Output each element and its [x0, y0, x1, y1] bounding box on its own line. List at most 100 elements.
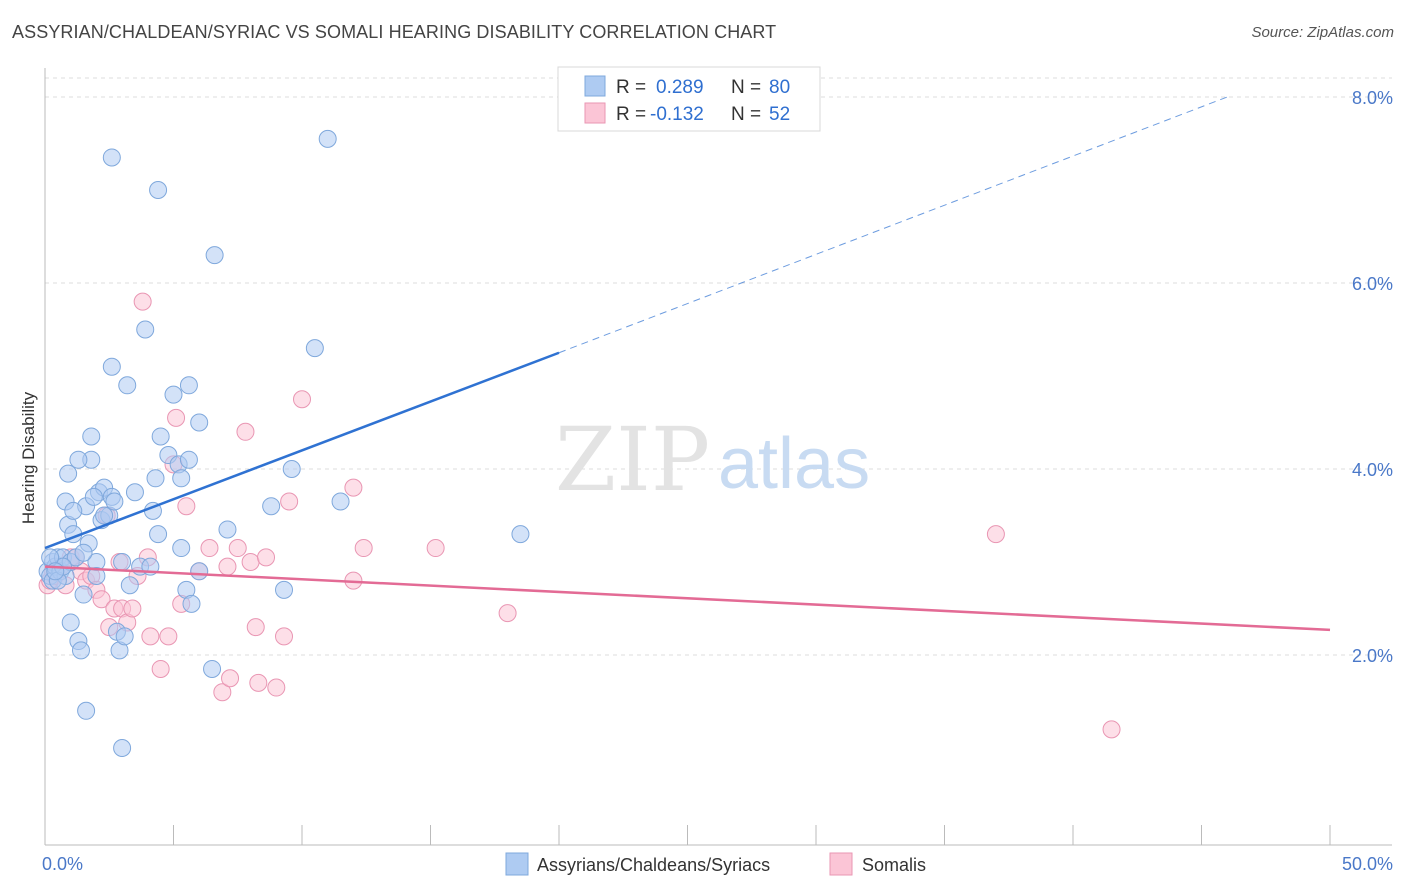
bottom-legend-label-somalis: Somalis — [862, 855, 926, 875]
legend-n-value-2: 52 — [769, 104, 790, 125]
data-point-assyrians — [203, 659, 222, 678]
y-tick-label: 8.0% — [1352, 88, 1393, 108]
data-point-somalis — [133, 292, 152, 311]
data-point-assyrians — [125, 483, 144, 502]
data-point-assyrians — [71, 641, 90, 660]
data-point-assyrians — [218, 520, 237, 539]
y-tick-label: 6.0% — [1352, 274, 1393, 294]
data-point-assyrians — [102, 148, 121, 167]
data-point-assyrians — [74, 543, 93, 562]
trend-line-assyrians — [44, 351, 560, 550]
data-point-somalis — [275, 627, 294, 646]
data-point-assyrians — [190, 562, 209, 581]
data-point-somalis — [177, 497, 196, 516]
data-point-assyrians — [262, 497, 281, 516]
data-point-assyrians — [82, 427, 101, 446]
data-point-assyrians — [331, 492, 350, 511]
data-point-somalis — [1102, 720, 1121, 739]
data-point-somalis — [228, 539, 247, 558]
data-point-somalis — [167, 408, 186, 427]
source-label: Source: ZipAtlas.com — [1251, 24, 1394, 41]
data-point-assyrians — [77, 701, 96, 720]
data-point-assyrians — [136, 320, 155, 339]
data-point-assyrians — [146, 469, 165, 488]
data-point-assyrians — [182, 594, 201, 613]
chart-title: ASSYRIAN/CHALDEAN/SYRIAC VS SOMALI HEARI… — [12, 22, 777, 42]
trend-line-assyrians-extension — [558, 96, 1228, 354]
data-point-somalis — [249, 673, 268, 692]
data-point-somalis — [123, 599, 142, 618]
y-tick-label: 2.0% — [1352, 646, 1393, 666]
trend-lines — [44, 96, 1331, 632]
data-point-assyrians — [179, 376, 198, 395]
data-point-assyrians — [120, 576, 139, 595]
data-point-somalis — [280, 492, 299, 511]
bottom-legend-label-assyrians: Assyrians/Chaldeans/Syriacs — [537, 855, 770, 875]
axes — [44, 68, 1392, 846]
y-tick-labels: 2.0% 4.0% 6.0% 8.0% — [1352, 88, 1393, 666]
data-point-assyrians — [84, 487, 103, 506]
data-point-assyrians — [190, 413, 209, 432]
data-point-assyrians — [172, 469, 191, 488]
legend-n-label-2: N = — [731, 104, 761, 125]
legend-n-value-1: 80 — [769, 77, 790, 98]
data-point-assyrians — [105, 492, 124, 511]
data-point-assyrians — [151, 427, 170, 446]
data-point-assyrians — [64, 501, 83, 520]
bottom-legend-swatch-somalis — [829, 852, 853, 876]
y-tick-label: 4.0% — [1352, 460, 1393, 480]
legend-swatch-assyrians — [584, 75, 606, 97]
data-point-assyrians — [46, 562, 65, 581]
data-point-somalis — [344, 478, 363, 497]
data-point-assyrians — [282, 460, 301, 478]
legend-r-label-1: R = — [616, 77, 646, 98]
data-point-somalis — [986, 525, 1005, 544]
data-point-somalis — [267, 678, 286, 697]
data-point-somalis — [236, 422, 255, 441]
data-point-assyrians — [305, 339, 324, 358]
data-point-assyrians — [59, 464, 78, 483]
data-point-assyrians — [164, 385, 183, 404]
data-point-somalis — [293, 390, 311, 409]
y-axis-label: Hearing Disability — [19, 391, 38, 524]
bottom-legend-swatch-assyrians — [505, 852, 529, 876]
data-point-assyrians — [61, 613, 80, 632]
data-point-assyrians — [318, 129, 337, 148]
legend-swatch-somalis — [584, 102, 606, 124]
x-tick-label-min: 0.0% — [42, 854, 83, 874]
data-point-somalis — [221, 669, 240, 688]
data-point-assyrians — [149, 181, 168, 199]
data-point-somalis — [498, 604, 517, 623]
data-point-somalis — [218, 557, 237, 576]
x-tick-labels: 0.0% 50.0% — [42, 854, 1393, 874]
trend-line-somalis — [44, 565, 1331, 632]
data-point-assyrians — [149, 525, 168, 544]
watermark-zip: ZIP — [555, 408, 710, 511]
data-point-somalis — [92, 590, 111, 609]
watermark: ZIP atlas — [555, 408, 870, 511]
data-point-somalis — [200, 539, 219, 558]
data-point-assyrians — [102, 357, 121, 376]
data-point-assyrians — [172, 539, 191, 558]
data-point-assyrians — [87, 566, 106, 585]
data-point-somalis — [246, 618, 265, 637]
data-point-assyrians — [205, 246, 224, 265]
watermark-atlas: atlas — [718, 424, 870, 504]
data-point-assyrians — [115, 627, 134, 646]
data-point-somalis — [241, 553, 260, 571]
data-point-assyrians — [179, 450, 198, 469]
legend-r-label-2: R = — [616, 104, 646, 125]
data-point-somalis — [141, 627, 160, 646]
data-point-somalis — [159, 627, 178, 646]
data-point-assyrians — [113, 553, 132, 571]
series-somalis-points — [38, 292, 1121, 739]
top-legend: R = 0.289 N = 80 R = -0.132 N = 52 — [557, 66, 821, 132]
data-point-somalis — [354, 539, 373, 558]
data-point-somalis — [257, 548, 276, 567]
data-point-assyrians — [95, 506, 114, 525]
data-point-assyrians — [74, 585, 93, 604]
legend-r-value-1: 0.289 — [656, 77, 704, 98]
data-point-somalis — [213, 683, 232, 702]
x-tick-label-max: 50.0% — [1342, 854, 1393, 874]
data-point-assyrians — [118, 376, 137, 395]
